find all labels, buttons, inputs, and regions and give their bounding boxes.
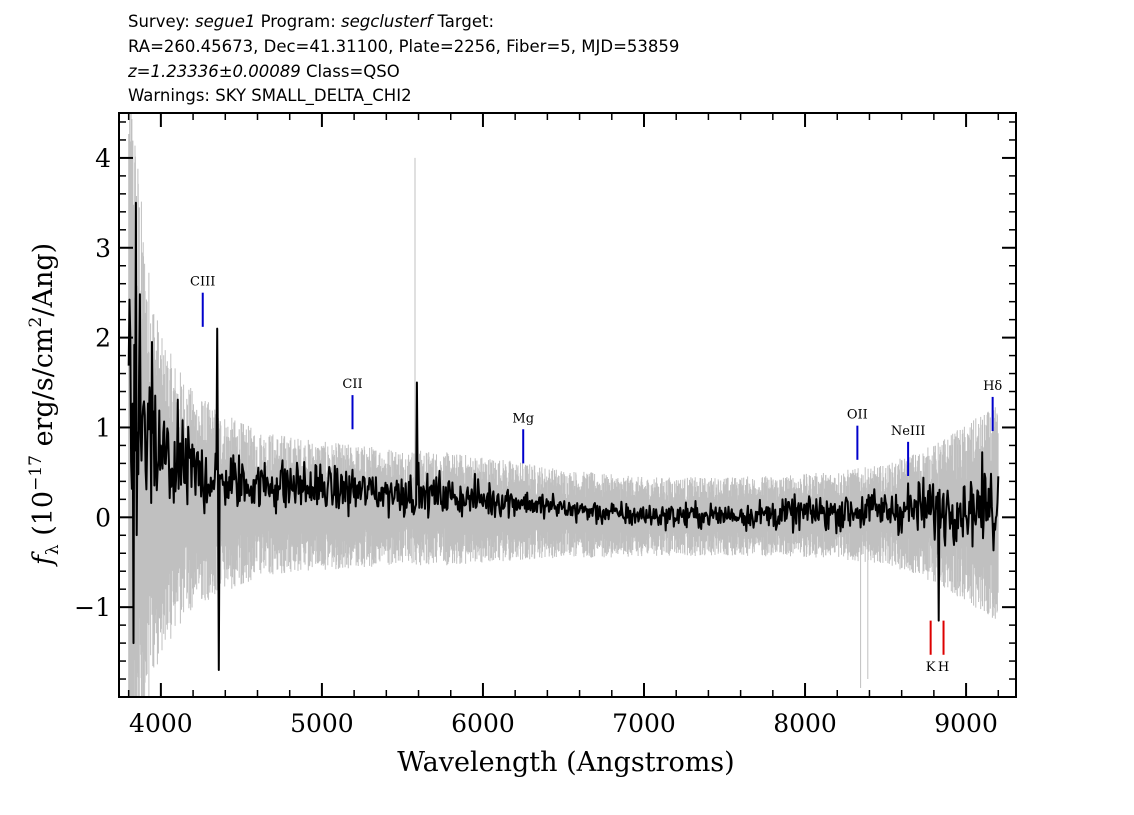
y-axis-close: /Ang): [28, 243, 59, 317]
y-tick-label: 2: [95, 324, 111, 353]
x-tick-label: 4000: [129, 709, 193, 738]
emission-label-NeIII: NeIII: [891, 424, 925, 439]
redshift-value: z=1.23336±0.00089: [128, 62, 301, 81]
header-line-4: Warnings: SKY SMALL_DELTA_CHI2: [128, 86, 412, 105]
axis-ticks: 4000 5000 6000 7000 8000 9000 −1 0 1 2 3 4: [74, 113, 1016, 738]
absorption-label-K: K: [926, 660, 936, 675]
survey-label: Survey:: [128, 12, 190, 31]
x-tick-label: 7000: [612, 709, 676, 738]
y-axis-mid: erg/s/cm: [28, 327, 59, 455]
class-value: Class=QSO: [306, 62, 400, 81]
program-label: Program:: [260, 12, 336, 31]
x-tick-label: 9000: [934, 709, 998, 738]
target-label: Target:: [437, 12, 495, 31]
survey-value: segue1: [195, 12, 256, 31]
y-tick-label: 0: [95, 503, 111, 532]
y-axis-symbol: f: [28, 551, 59, 567]
y-axis-exp: −17: [26, 455, 46, 491]
emission-label-CIII: CIII: [190, 275, 215, 290]
line-marker-layer: CIII CII Mg OII NeIII Hδ K H: [190, 275, 1002, 675]
emission-label-Mg: Mg: [512, 411, 534, 426]
y-axis-label: fλ (10−17 erg/s/cm2/Ang): [26, 243, 63, 567]
y-tick-label: 1: [95, 413, 111, 442]
y-axis-exp2: 2: [26, 317, 46, 328]
header-line-3: z=1.23336±0.00089 Class=QSO: [128, 62, 400, 82]
emission-label-OII: OII: [847, 408, 868, 423]
x-axis-label: Wavelength (Angstroms): [397, 747, 734, 778]
x-tick-label: 8000: [773, 709, 837, 738]
header-line-1: Survey: segue1 Program: segclusterf Targ…: [128, 12, 494, 32]
emission-label-CII: CII: [342, 377, 362, 392]
absorption-label-H: H: [938, 660, 949, 675]
flux-line: [127, 201, 1000, 671]
x-tick-label: 6000: [451, 709, 515, 738]
y-tick-label: −1: [74, 593, 111, 622]
flux-layer: [127, 201, 1000, 671]
x-tick-label: 5000: [290, 709, 354, 738]
y-axis-symbol-sub: λ: [43, 544, 63, 555]
header-line-2: RA=260.45673, Dec=41.31100, Plate=2256, …: [128, 37, 680, 56]
error-band-layer: [128, 114, 999, 696]
program-value: segclusterf: [341, 12, 433, 31]
y-tick-label: 3: [95, 234, 111, 263]
y-axis-open: (10: [28, 491, 59, 544]
emission-label-H: Hδ: [983, 379, 1002, 394]
error-band: [128, 114, 999, 696]
plot-frame: [118, 112, 1017, 698]
y-tick-label: 4: [95, 144, 111, 173]
